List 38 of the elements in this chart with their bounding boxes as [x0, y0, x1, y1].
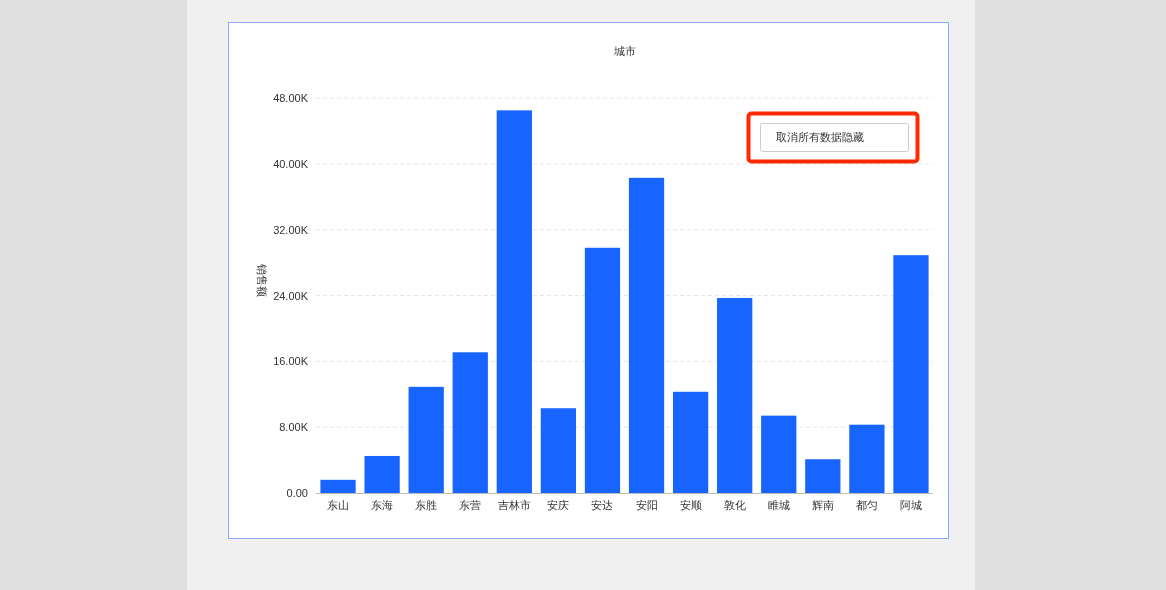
bar [408, 386, 444, 493]
y-tick-label: 0.00 [286, 487, 308, 499]
chart-title: 城市 [613, 45, 636, 57]
annotation: 取消所有数据隐藏 [776, 131, 864, 143]
y-tick-label: 32.00K [273, 223, 309, 236]
x-tick-label: 都匀 [855, 499, 878, 511]
x-tick-label: 安阳 [635, 499, 658, 511]
bar [452, 352, 488, 493]
bar [893, 255, 929, 493]
bar [320, 479, 356, 493]
y-tick-label: 40.00K [273, 157, 309, 170]
x-tick-label: 辉南 [811, 499, 834, 511]
bar [849, 424, 885, 493]
y-tick-label: 48.00K [273, 92, 309, 104]
bar [805, 459, 841, 493]
x-tick-label: 东胜 [415, 499, 438, 511]
x-tick-label: 安达 [591, 499, 614, 511]
bar [496, 110, 532, 493]
bar [584, 247, 621, 493]
x-tick-label: 东营 [459, 499, 482, 511]
y-axis-title: 销售额 [256, 262, 268, 297]
x-tick-label: 东山 [327, 499, 350, 511]
bar [364, 455, 400, 493]
bar [761, 415, 797, 493]
x-tick-label: 安顺 [679, 499, 702, 511]
x-tick-label: 安庆 [547, 499, 570, 511]
x-tick-label: 阿城 [899, 499, 922, 511]
x-tick-label: 吉林市 [497, 499, 531, 511]
bar [672, 391, 709, 493]
x-tick-label: 敦化 [723, 499, 746, 511]
y-tick-label: 24.00K [273, 289, 309, 302]
x-tick-label: 东海 [371, 499, 394, 511]
bar [628, 177, 665, 493]
x-tick-label: 睢城 [767, 499, 790, 511]
bar [540, 408, 577, 493]
y-tick-label: 8.00K [279, 421, 309, 434]
y-tick-label: 16.00K [273, 355, 309, 368]
bar [717, 297, 753, 493]
